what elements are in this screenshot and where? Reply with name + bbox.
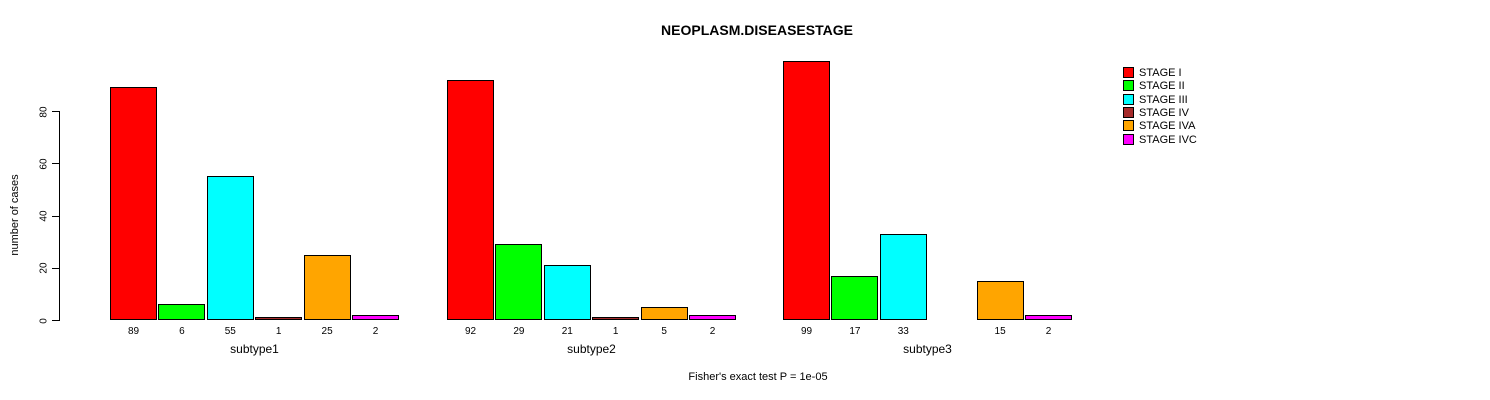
bar-value-label: 21: [561, 326, 573, 337]
bar-stage-ivc: [352, 314, 399, 320]
y-tick: [52, 163, 60, 165]
bar-stage-iii: [206, 176, 254, 320]
bar-value-label: 17: [849, 326, 861, 337]
bar-stage-ii: [495, 244, 543, 320]
bar-value-label: 2: [1045, 326, 1052, 337]
bar-value-label: 1: [275, 326, 282, 337]
bar-value-label: 29: [513, 326, 525, 337]
chart-title: NEOPLASM.DISEASESTAGE: [661, 22, 853, 38]
bar-value-label: 25: [321, 326, 333, 337]
bar-stage-iv: [255, 317, 303, 320]
bar-stage-iv: [592, 317, 640, 320]
bar-stage-iva: [976, 280, 1024, 320]
panel-xlabel-subtype2: subtype2: [567, 342, 616, 356]
bar-value-label: 92: [464, 326, 477, 337]
y-tick: [52, 111, 60, 112]
bar-stage-iii: [879, 233, 927, 320]
bar-value-label: 2: [372, 326, 379, 337]
y-tick-label: 20: [38, 262, 50, 274]
legend-label: STAGE IVC: [1139, 133, 1197, 146]
bar-stage-ii: [831, 275, 879, 320]
bar-stage-i: [110, 87, 157, 320]
legend-swatch-icon: [1123, 120, 1134, 132]
legend-swatch-icon: [1123, 80, 1134, 92]
legend-label: STAGE I: [1139, 67, 1182, 79]
y-tick: [52, 267, 60, 269]
y-tick: [52, 320, 60, 321]
legend-label: STAGE IV: [1139, 106, 1189, 119]
bar-value-label: 15: [994, 326, 1006, 337]
bar-stage-ii: [158, 304, 206, 320]
bar-value-label: 89: [127, 326, 140, 337]
panel-xlabel-subtype1: subtype1: [230, 342, 279, 356]
bar-stage-iii: [543, 265, 591, 320]
bar-stage-iva: [640, 306, 688, 320]
legend-label: STAGE IVA: [1139, 120, 1196, 133]
legend-label: STAGE II: [1139, 80, 1185, 93]
y-tick-label: 0: [38, 317, 50, 324]
bar-stage-iva: [303, 254, 351, 320]
bar-value-label: 6: [179, 326, 185, 337]
bar-stage-i: [783, 61, 830, 320]
bar-value-label: 33: [897, 326, 909, 337]
y-tick: [52, 215, 60, 217]
legend-label: STAGE III: [1139, 93, 1188, 106]
panel-xlabel-subtype3: subtype3: [903, 342, 952, 356]
legend-swatch-icon: [1123, 93, 1134, 105]
y-tick-label: 80: [38, 105, 50, 118]
y-tick-label: 60: [38, 158, 50, 170]
footer-note: Fisher's exact test P = 1e-05: [688, 371, 828, 383]
bar-stage-ivc: [689, 314, 736, 320]
bar-stage-ivc: [1025, 314, 1072, 320]
bar-stage-i: [447, 79, 494, 320]
bar-value-label: 1: [612, 326, 619, 337]
y-tick-label: 40: [38, 210, 50, 222]
bar-value-label: 5: [661, 326, 667, 337]
bar-value-label: 55: [224, 326, 236, 337]
legend-swatch-icon: [1123, 106, 1134, 118]
legend-swatch-icon: [1123, 67, 1134, 78]
bar-value-label: 2: [709, 326, 716, 337]
legend-swatch-icon: [1123, 133, 1134, 145]
y-axis-label: number of cases: [9, 174, 21, 256]
bar-value-label: 99: [800, 326, 813, 337]
